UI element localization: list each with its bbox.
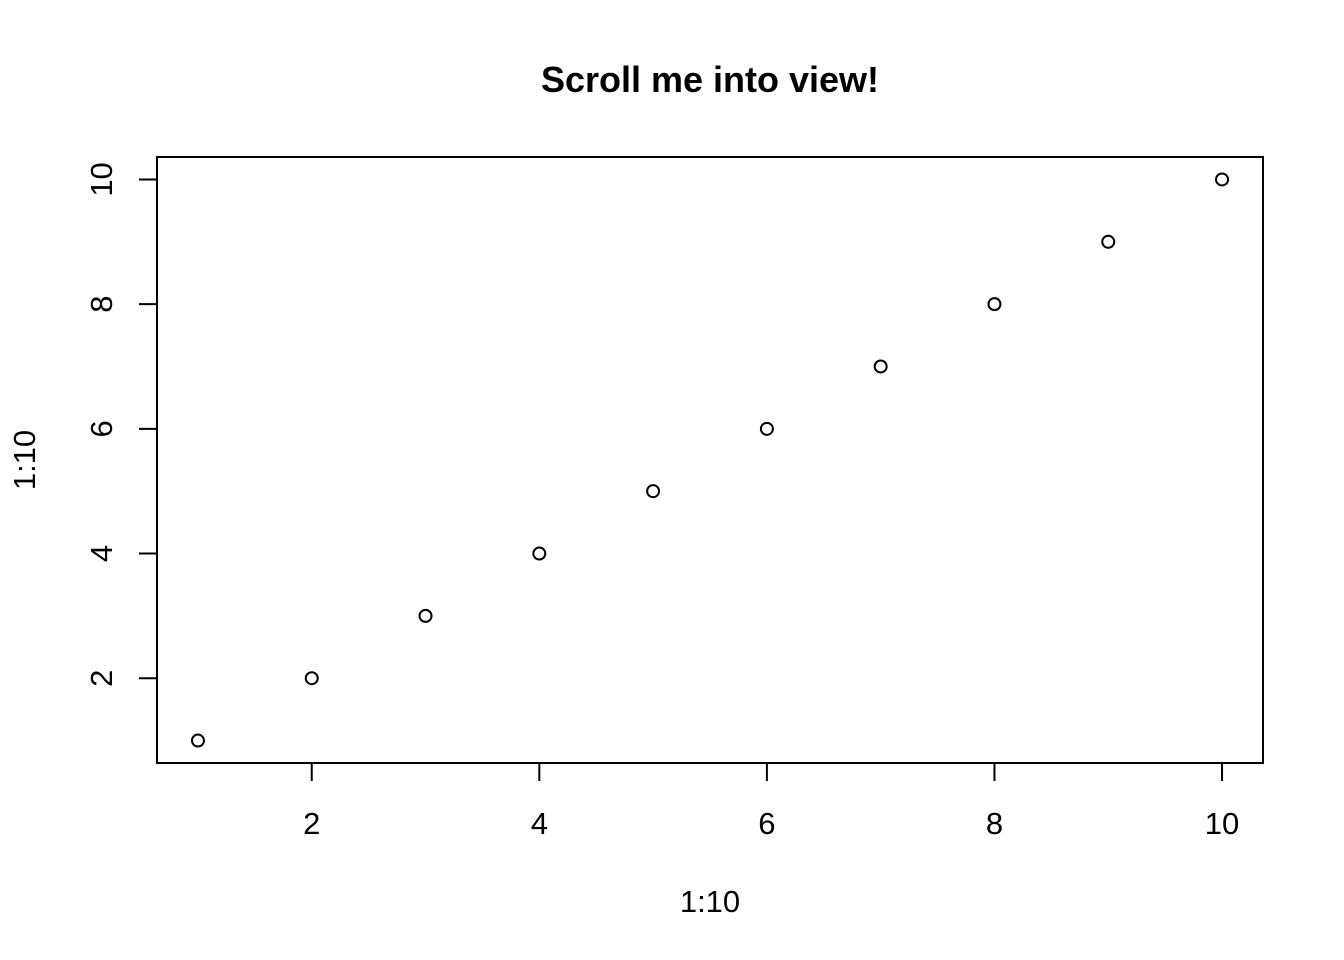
data-points <box>190 172 1230 748</box>
y-tick-label: 4 <box>84 545 119 562</box>
y-tick-label: 6 <box>84 420 119 437</box>
data-point <box>646 484 661 499</box>
data-point <box>873 359 888 374</box>
plot-area <box>156 156 1264 764</box>
data-point <box>532 546 547 561</box>
y-axis: 2 4 6 8 10 <box>84 162 158 687</box>
data-point <box>1101 234 1116 249</box>
chart-title: Scroll me into view! <box>541 59 879 100</box>
y-axis-label: 1:10 <box>7 430 42 490</box>
data-point <box>190 733 205 748</box>
data-point <box>304 671 319 686</box>
data-point <box>1215 172 1230 187</box>
x-axis-label: 1:10 <box>680 884 740 919</box>
data-point <box>759 421 774 436</box>
y-tick-label: 10 <box>84 162 119 196</box>
x-tick-label: 2 <box>303 806 320 841</box>
x-axis: 2 4 6 8 10 <box>303 762 1239 841</box>
y-tick-label: 2 <box>84 670 119 687</box>
x-tick-label: 6 <box>758 806 775 841</box>
data-point <box>418 608 433 623</box>
x-tick-label: 10 <box>1205 806 1239 841</box>
x-tick-label: 8 <box>986 806 1003 841</box>
y-tick-label: 8 <box>84 296 119 313</box>
x-tick-label: 4 <box>531 806 548 841</box>
data-point <box>987 297 1002 312</box>
